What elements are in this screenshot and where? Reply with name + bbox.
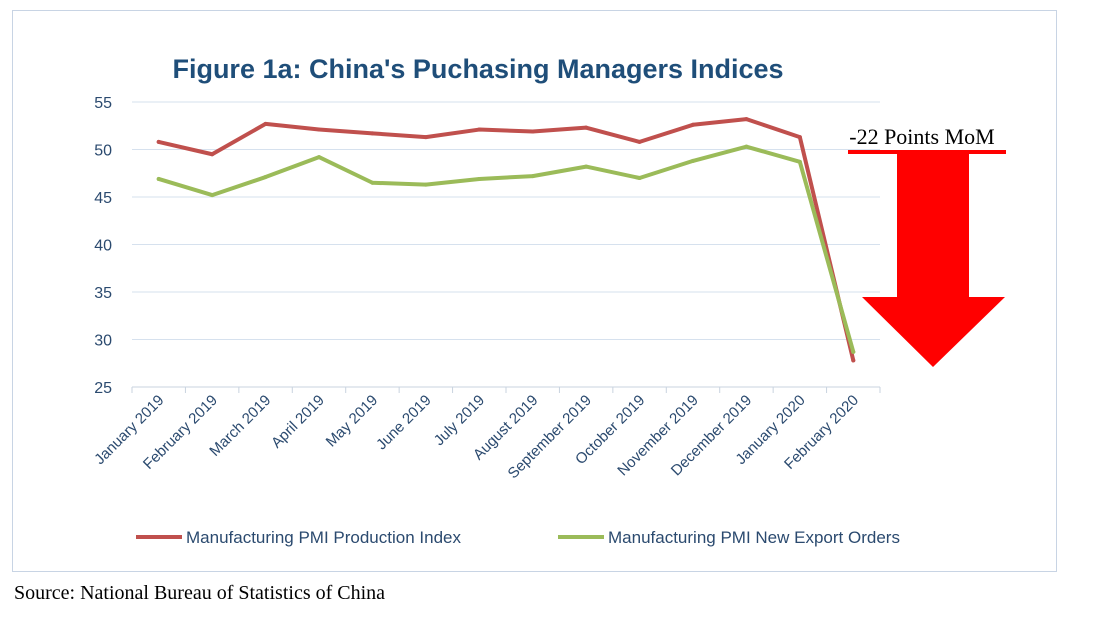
chart-title: Figure 1a: China's Puchasing Managers In… xyxy=(172,54,783,84)
chart-frame xyxy=(12,10,1057,572)
data-point xyxy=(156,176,161,181)
series-line xyxy=(156,117,856,363)
data-point xyxy=(370,180,375,185)
data-point xyxy=(851,358,856,363)
data-point xyxy=(637,176,642,180)
y-tick-label: 35 xyxy=(94,285,112,302)
series-lines xyxy=(156,117,856,363)
data-point xyxy=(156,139,161,144)
y-tick-label: 25 xyxy=(94,380,112,397)
data-point xyxy=(370,131,375,136)
data-point xyxy=(691,158,695,163)
data-point xyxy=(691,122,695,127)
y-axis-ticks: 25 30 35 40 45 50 55 xyxy=(94,95,112,397)
annotation-label: -22 Points MoM xyxy=(849,124,994,149)
source-note: Source: National Bureau of Statistics of… xyxy=(14,582,385,604)
data-point xyxy=(797,159,802,164)
data-point xyxy=(317,155,321,160)
data-point xyxy=(263,121,268,126)
data-point xyxy=(210,152,215,157)
data-point xyxy=(530,129,535,134)
data-point xyxy=(851,349,856,354)
data-point xyxy=(317,127,321,132)
data-point xyxy=(423,182,428,187)
data-point xyxy=(530,174,535,179)
data-point xyxy=(477,176,482,181)
data-point xyxy=(744,144,749,149)
legend-label: Manufacturing PMI New Export Orders xyxy=(608,528,900,547)
data-point xyxy=(637,139,642,144)
series-line xyxy=(156,144,856,354)
data-point xyxy=(210,193,215,198)
drop-annotation: -22 Points MoM xyxy=(848,124,1006,367)
data-point xyxy=(584,164,589,169)
legend-label: Manufacturing PMI Production Index xyxy=(186,528,461,547)
data-point xyxy=(797,135,802,140)
y-tick-label: 50 xyxy=(94,143,112,160)
data-point xyxy=(477,127,482,132)
y-tick-label: 40 xyxy=(94,238,112,255)
y-tick-label: 55 xyxy=(94,95,112,112)
data-point xyxy=(263,175,268,180)
y-tick-label: 45 xyxy=(94,190,112,207)
data-point xyxy=(744,117,749,122)
legend: Manufacturing PMI Production Index Manufa… xyxy=(136,528,900,547)
down-arrow xyxy=(862,154,1005,367)
data-point xyxy=(423,135,428,140)
data-point xyxy=(584,125,589,130)
y-tick-label: 30 xyxy=(94,333,112,350)
